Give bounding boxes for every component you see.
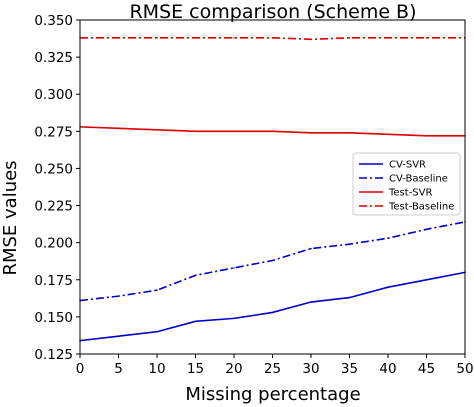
data-point [425, 134, 428, 137]
x-tick-label: 45 [418, 361, 435, 377]
data-point [387, 133, 389, 136]
data-point [348, 296, 351, 299]
y-tick-label: 0.325 [34, 50, 73, 66]
x-tick-label: 50 [456, 361, 473, 377]
data-point [156, 330, 158, 333]
x-tick-label: 40 [379, 361, 396, 377]
data-point [310, 301, 312, 303]
data-point [387, 237, 389, 240]
data-point [233, 37, 235, 39]
data-point [194, 320, 197, 323]
legend-label: Test-SVR [388, 188, 432, 199]
y-tick-label: 0.275 [34, 124, 73, 140]
data-point [348, 37, 351, 39]
data-point [310, 132, 312, 134]
legend: CV-SVR CV-Baseline Test-SVR Test-Baseline [352, 152, 461, 216]
data-point [156, 289, 158, 291]
data-point [271, 311, 274, 314]
data-point [117, 127, 120, 130]
x-tick-label: 25 [264, 361, 281, 377]
data-point [425, 228, 428, 231]
x-tick-label: 0 [76, 361, 85, 377]
x-tick-label: 35 [341, 361, 358, 377]
legend-box [352, 152, 461, 216]
y-tick-label: 0.200 [34, 236, 73, 252]
data-point [156, 37, 158, 39]
y-axis-label: RMSE values [0, 160, 21, 275]
x-tick-label: 5 [114, 361, 123, 377]
x-tick-label: 15 [187, 361, 204, 377]
series-line-cv-svr [79, 271, 466, 342]
data-point [387, 37, 389, 39]
data-point [233, 130, 235, 133]
legend-label: CV-Baseline [389, 174, 448, 185]
data-point [271, 259, 274, 262]
y-tick-label: 0.350 [34, 13, 73, 29]
y-tick-label: 0.225 [34, 199, 73, 215]
data-point [233, 267, 235, 269]
data-point [271, 130, 274, 133]
data-point [425, 278, 428, 281]
data-point [387, 286, 389, 289]
y-tick-label: 0.175 [34, 273, 73, 289]
x-axis-label: Missing percentage [185, 384, 360, 405]
y-tick-label: 0.250 [34, 161, 73, 177]
data-point [310, 38, 312, 41]
data-point [117, 295, 120, 297]
axis-ticks: 0 5 10 15 20 25 30 35 40 45 50 0.125 0.150 0.175 0.200… [34, 13, 473, 377]
plot-frame [79, 19, 466, 355]
data-point [310, 247, 312, 250]
data-point [194, 37, 197, 39]
data-point [117, 37, 120, 39]
data-point [348, 243, 351, 245]
y-tick-label: 0.300 [34, 87, 73, 103]
chart-title: RMSE comparison (Scheme B) [129, 1, 416, 23]
x-tick-label: 30 [302, 361, 319, 377]
x-tick-label: 10 [148, 361, 165, 377]
y-tick-label: 0.125 [34, 347, 73, 363]
y-tick-label: 0.150 [34, 310, 73, 326]
legend-label: CV-SVR [389, 160, 426, 171]
data-point [156, 129, 158, 131]
data-point [348, 132, 351, 134]
data-point [233, 317, 235, 320]
legend-label: Test-Baseline [388, 202, 454, 213]
data-point [194, 130, 197, 133]
data-point [425, 37, 428, 39]
x-tick-label: 20 [225, 361, 242, 377]
data-point [117, 335, 120, 337]
series-layer [79, 37, 466, 342]
data-point [271, 37, 274, 39]
data-point [194, 274, 197, 277]
